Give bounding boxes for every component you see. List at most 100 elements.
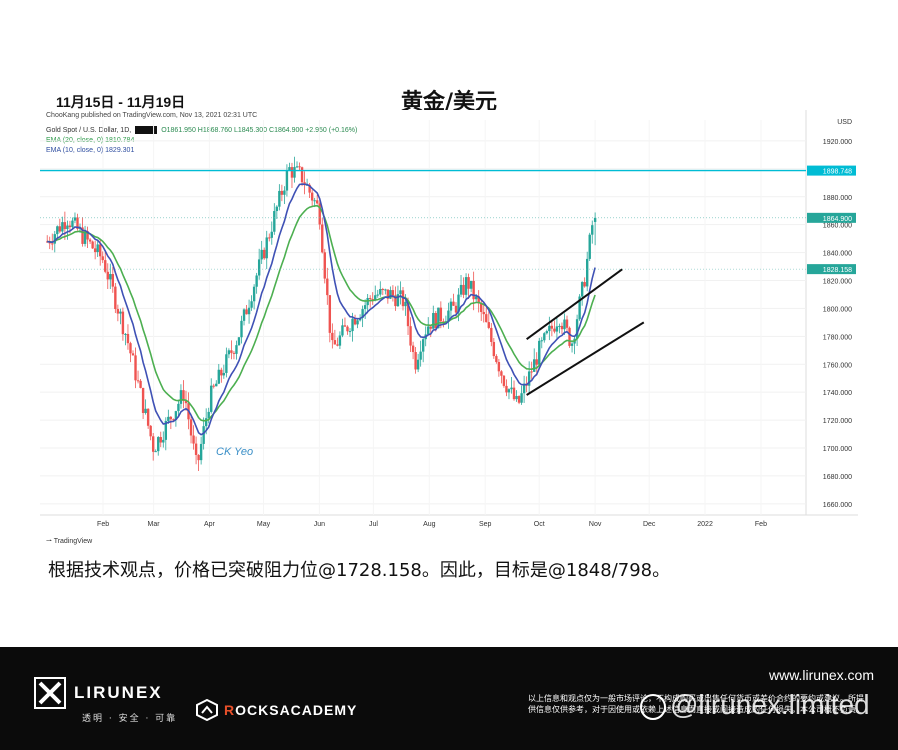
candle-body <box>384 289 387 291</box>
candle-body <box>308 184 311 193</box>
rocks-academy-brand[interactable]: ROCKSACADEMY <box>196 699 357 721</box>
candle-body <box>560 325 564 330</box>
candle-body <box>242 309 246 321</box>
candle-body <box>212 385 215 387</box>
candle-body <box>381 288 385 291</box>
candle-body <box>469 280 473 289</box>
candle-body <box>457 294 460 313</box>
candle-body <box>151 436 155 452</box>
ema20-line <box>47 204 596 422</box>
candle-body <box>341 325 344 336</box>
y-tick-label: 1680.000 <box>823 474 852 481</box>
candle-body <box>61 222 64 232</box>
candle-body <box>462 284 465 295</box>
x-tick-label: 2022 <box>697 521 713 528</box>
x-tick-label: Dec <box>643 521 656 528</box>
candle-body <box>563 319 566 330</box>
candle-body <box>351 318 354 332</box>
candle-body <box>376 294 379 296</box>
chart-panel: ChooKang published on TradingView.com, N… <box>40 110 858 548</box>
candle-body <box>283 190 286 195</box>
candle-body <box>225 354 228 373</box>
candle-body <box>174 411 178 421</box>
candle-body <box>472 280 475 300</box>
candle-body <box>585 258 589 287</box>
footer: LIRUNEX 透明 · 安全 · 可靠 ROCKSACADEMY www.li… <box>0 647 898 750</box>
publisher-note: ChooKang published on TradingView.com, N… <box>46 112 258 119</box>
channel-upper-line <box>526 268 623 340</box>
candle-body <box>580 282 584 297</box>
candle-body <box>533 359 536 372</box>
candle-body <box>56 226 59 235</box>
x-tick-label: Apr <box>204 521 216 528</box>
candle-body <box>129 343 132 354</box>
y-tick-label: 1920.000 <box>823 139 852 146</box>
candle-body <box>447 310 450 322</box>
candle-body <box>146 408 150 426</box>
candle-body <box>111 274 115 287</box>
candle-body <box>583 282 586 287</box>
candle-body <box>278 190 281 207</box>
candle-body <box>179 390 183 404</box>
candle-body <box>517 396 521 403</box>
analysis-caption: 根据技术观点，价格已突破阻力位@1728.158。因此，目标是@1848/798… <box>48 560 671 581</box>
candle-body <box>162 439 165 443</box>
candle-body <box>227 350 231 355</box>
candle-body <box>207 411 210 419</box>
candle-body <box>497 362 501 372</box>
candle-body <box>71 220 74 228</box>
candle-body <box>76 217 79 229</box>
candle-body <box>157 437 160 452</box>
candle-body <box>293 167 296 178</box>
candle-body <box>318 203 321 225</box>
candle-body <box>245 309 248 315</box>
currency-label: USD <box>837 119 852 126</box>
candle-body <box>270 231 273 238</box>
date-range: 11月15日 - 11月19日 <box>56 94 186 110</box>
brand-slogan: 透明 · 安全 · 可靠 <box>82 714 178 724</box>
candle-body <box>558 325 561 327</box>
candle-body <box>338 335 342 346</box>
candle-body <box>361 309 364 318</box>
candle-body <box>530 371 533 373</box>
lirunex-logo-icon <box>34 677 66 709</box>
candle-body <box>83 231 87 244</box>
x-tick-label: May <box>257 521 271 528</box>
candle-body <box>467 277 470 289</box>
price-tag <box>807 212 856 223</box>
candle-body <box>192 435 195 444</box>
y-tick-label: 1880.000 <box>823 195 852 202</box>
candle-body <box>449 301 453 311</box>
candle-body <box>141 387 145 413</box>
candle-body <box>313 200 316 202</box>
website-link[interactable]: www.lirunex.com <box>768 667 874 683</box>
candle-body <box>204 418 208 427</box>
candle-body <box>197 454 200 461</box>
candle-body <box>275 206 279 212</box>
candle-body <box>409 326 412 346</box>
candle-body <box>510 387 513 390</box>
candle-body <box>131 353 135 356</box>
x-tick-label: Oct <box>534 521 545 528</box>
x-tick-label: Feb <box>755 521 767 528</box>
candle-body <box>535 359 538 365</box>
candle-body <box>371 299 374 301</box>
candle-body <box>121 311 125 335</box>
candle-body <box>568 327 571 346</box>
candle-body <box>588 234 591 259</box>
candle-body <box>434 312 437 329</box>
candle-body <box>591 225 594 235</box>
candle-body <box>144 408 147 413</box>
candle-body <box>548 325 551 332</box>
candle-body <box>199 443 203 461</box>
lirunex-brand[interactable]: LIRUNEX <box>34 677 163 709</box>
price-tag <box>807 264 856 275</box>
candle-body <box>124 333 127 335</box>
candle-body <box>419 351 422 360</box>
candle-body <box>570 343 574 346</box>
y-tick-label: 1840.000 <box>823 251 852 258</box>
candle-body <box>363 305 367 310</box>
social-watermark: @lirunex.limited <box>640 689 870 721</box>
candle-body <box>51 243 54 245</box>
candle-body <box>578 296 581 320</box>
